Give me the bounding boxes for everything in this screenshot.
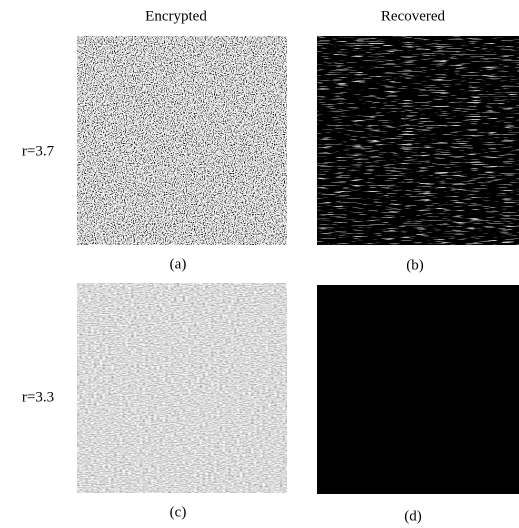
- panel-caption: (a): [170, 256, 187, 272]
- figure: Encrypted Recovered r=3.7 r=3.3 (a) (b) …: [0, 0, 519, 528]
- encrypted-image: [77, 283, 287, 493]
- recovered-image-speckle: [317, 36, 519, 245]
- recovered-image: [317, 285, 519, 494]
- column-header: Recovered: [381, 8, 446, 24]
- encrypted-image: [77, 36, 287, 245]
- panel-caption: (c): [170, 504, 187, 520]
- row-label: r=3.7: [22, 143, 55, 159]
- panel-caption: (b): [406, 257, 424, 273]
- row-label: r=3.3: [22, 389, 54, 405]
- column-header: Encrypted: [145, 8, 207, 24]
- panel-caption: (d): [404, 508, 422, 524]
